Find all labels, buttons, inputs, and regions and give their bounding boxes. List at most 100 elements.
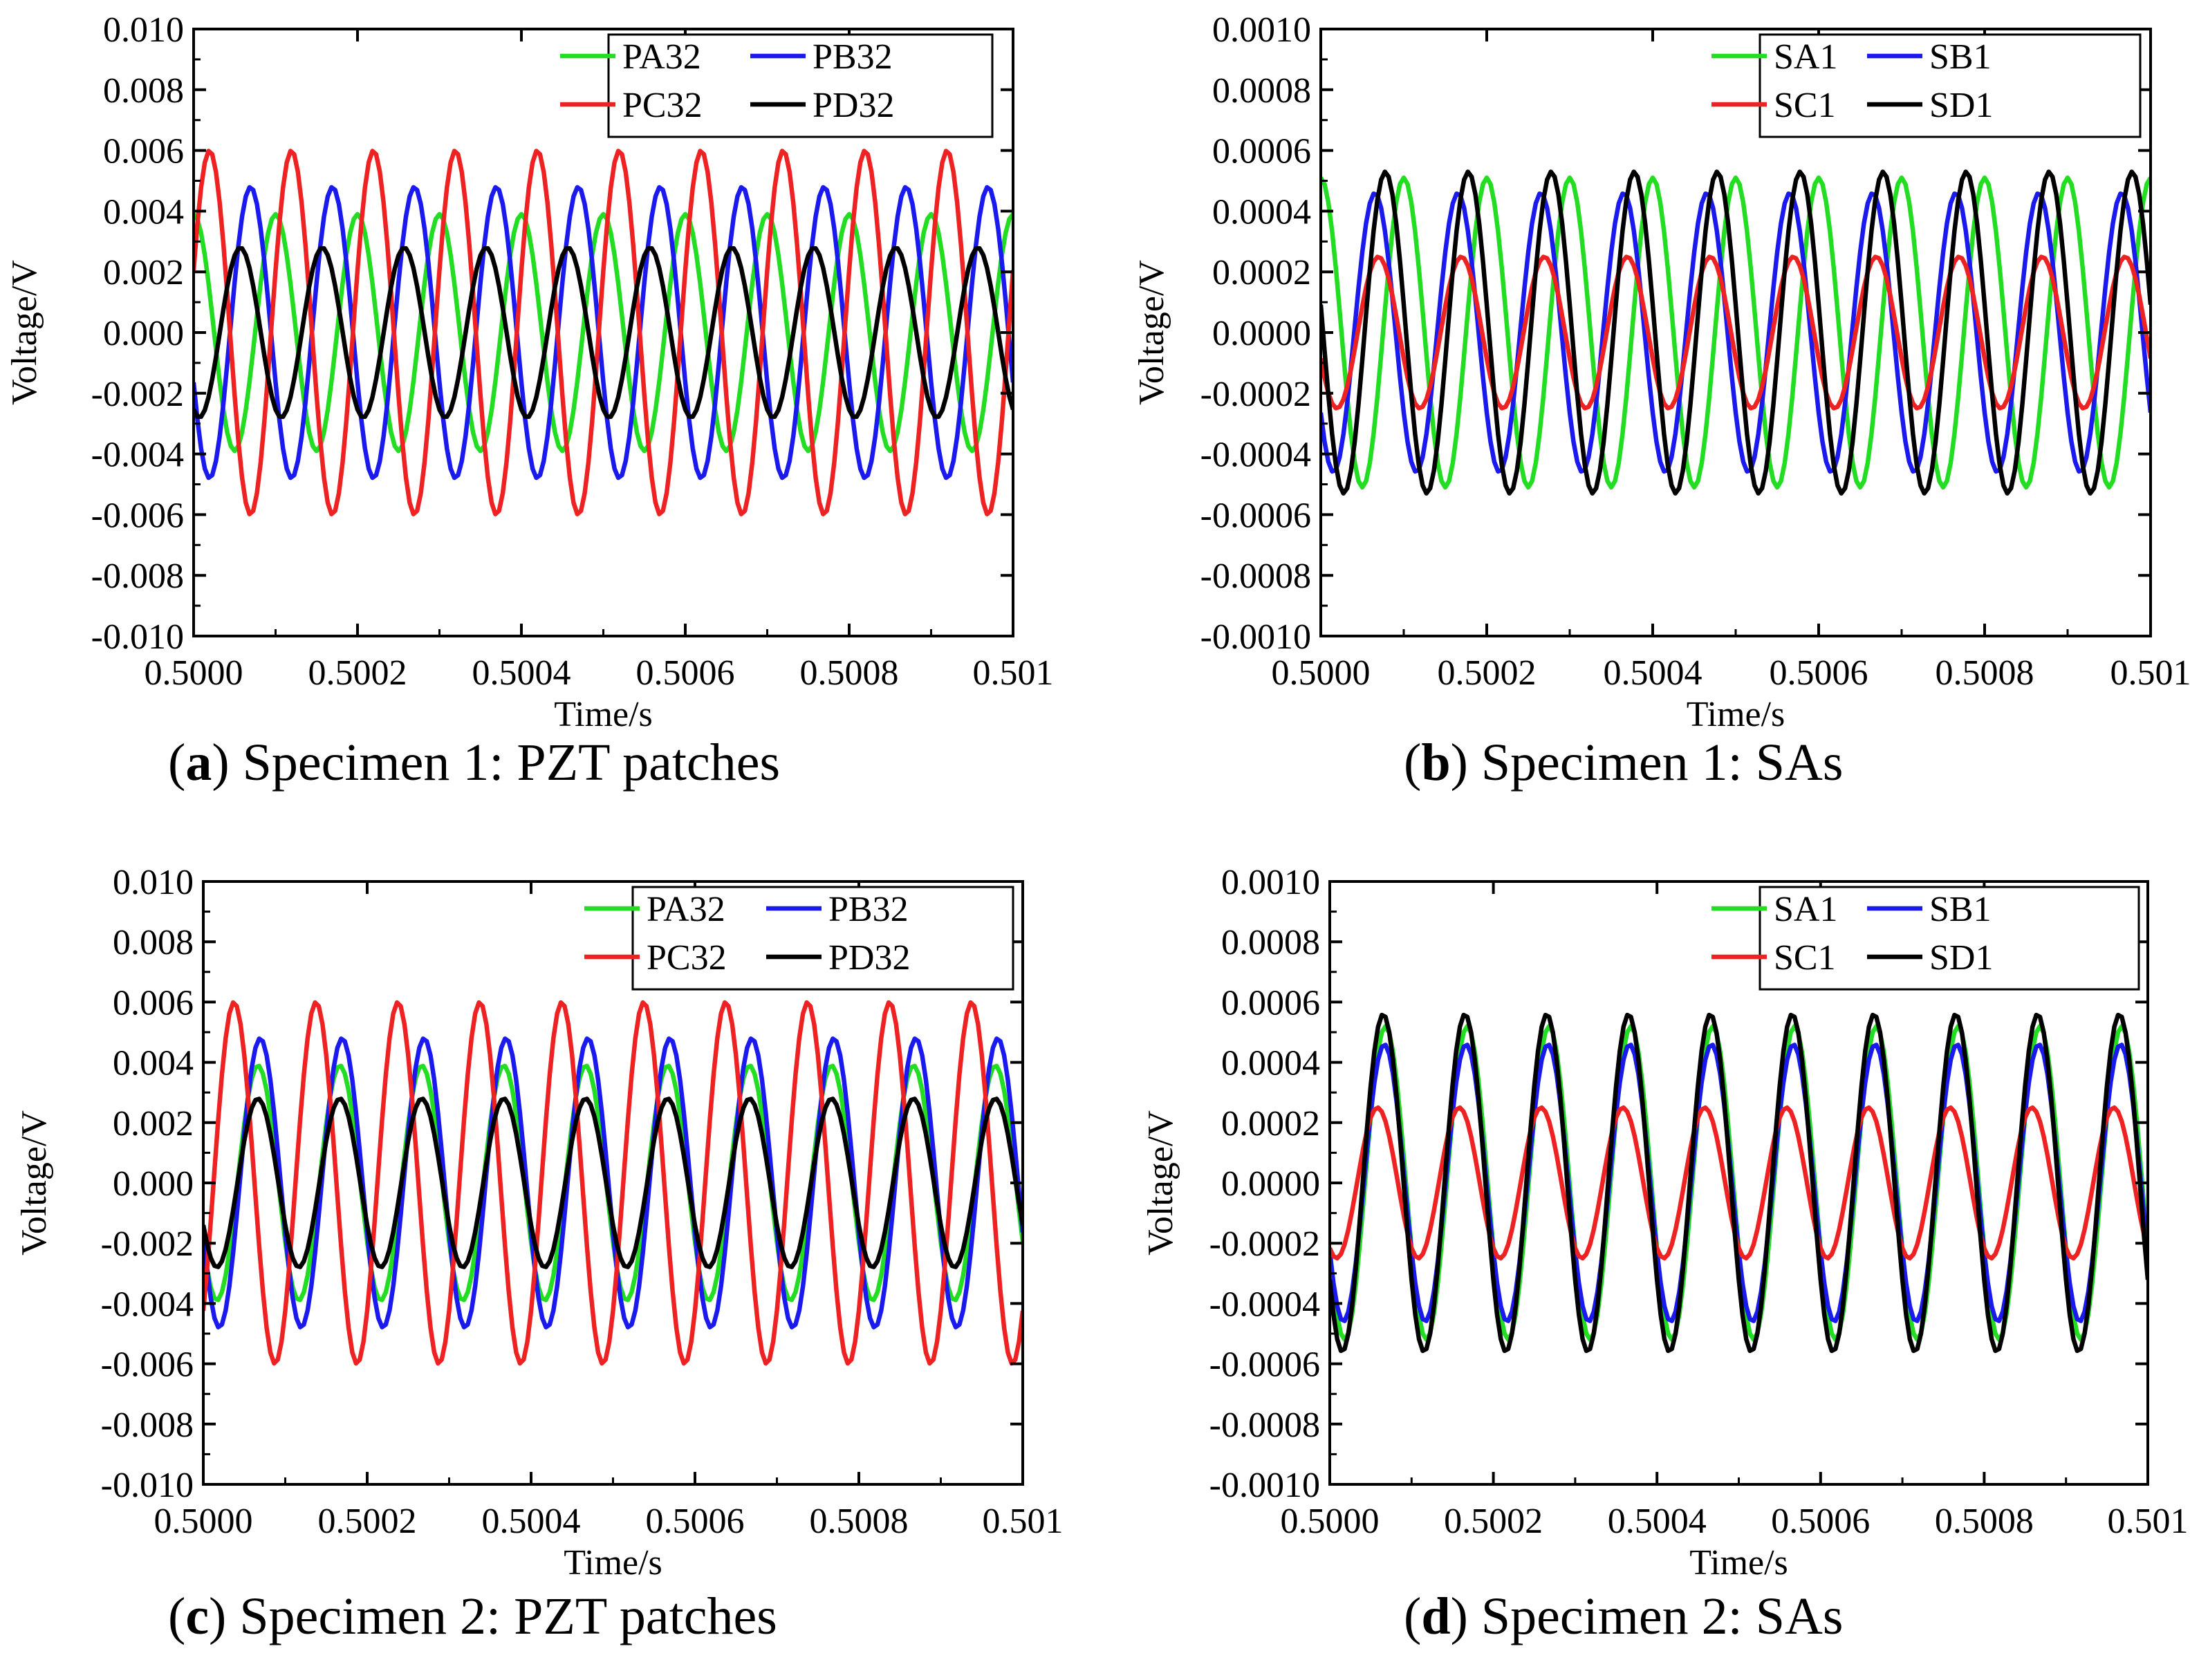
y-tick-label: -0.0010	[1209, 1466, 1320, 1505]
series-line-pb32	[194, 185, 1013, 480]
legend-label-pb32: PB32	[828, 890, 909, 929]
y-tick-label: 0.000	[113, 1164, 194, 1204]
series-line-sd1	[1321, 169, 2151, 496]
y-tick-label: 0.002	[103, 253, 184, 292]
y-tick-label: -0.0004	[1200, 436, 1311, 475]
y-tick-label: 0.0006	[1221, 983, 1320, 1023]
caption-letter: d	[1421, 1587, 1450, 1645]
y-tick-label: 0.0004	[1221, 1044, 1320, 1083]
y-tick-label: -0.004	[101, 1285, 194, 1324]
series-line-sd1	[1330, 1012, 2148, 1354]
panel-caption: (d) Specimen 2: SAs	[1404, 1587, 1843, 1645]
x-tick-label: 0.5004	[1604, 653, 1702, 693]
y-tick-label: -0.004	[91, 436, 184, 475]
y-tick-label: 0.0010	[1221, 863, 1320, 902]
legend-label-sd1: SD1	[1929, 86, 1993, 125]
caption-close-paren: )	[1451, 734, 1481, 792]
y-tick-label: -0.010	[91, 617, 184, 657]
legend-label-pc32: PC32	[647, 938, 727, 978]
y-tick-label: -0.0004	[1209, 1285, 1320, 1324]
y-tick-label: 0.0000	[1221, 1164, 1320, 1204]
caption-open-paren: (	[168, 734, 185, 792]
legend-box	[1759, 886, 2140, 991]
y-tick-label: -0.0002	[1209, 1224, 1320, 1264]
series-line-pc32	[203, 1000, 1023, 1366]
legend-label-pb32: PB32	[813, 37, 893, 77]
legend-label-sd1: SD1	[1929, 938, 1993, 978]
y-tick-label: -0.008	[101, 1406, 194, 1445]
legend-label-pa32: PA32	[622, 37, 701, 77]
y-tick-label: 0.0002	[1212, 253, 1311, 292]
x-tick-label: 0.501	[2110, 653, 2190, 693]
legend-label-pa32: PA32	[647, 890, 725, 929]
y-tick-label: 0.004	[103, 192, 184, 232]
panel-caption: (a) Specimen 1: PZT patches	[168, 734, 780, 792]
panel-caption: (c) Specimen 2: PZT patches	[168, 1587, 777, 1645]
series-line-pc32	[194, 149, 1013, 516]
legend-box	[1759, 33, 2142, 138]
caption-open-paren: (	[1404, 734, 1421, 792]
series-line-sc1	[1330, 1105, 2148, 1261]
legend-box	[607, 33, 994, 138]
caption-close-paren: )	[212, 734, 242, 792]
caption-letter: a	[185, 734, 212, 792]
x-tick-label: 0.5006	[646, 1502, 745, 1541]
y-tick-label: 0.0000	[1212, 314, 1311, 353]
y-tick-label: -0.0002	[1200, 375, 1311, 414]
x-tick-label: 0.5004	[1608, 1502, 1707, 1541]
legend-box	[631, 886, 1014, 991]
chart-panel-a: -0.010 -0.008 -0.006 -0.004 -0.002 0.000 0.002…	[5, 10, 1054, 792]
x-tick-label: 0.5000	[154, 1502, 253, 1541]
caption-text: Specimen 1: SAs	[1481, 734, 1844, 792]
y-axis-label: Voltage/V	[1132, 260, 1171, 405]
y-tick-label: -0.0006	[1209, 1345, 1320, 1385]
series-line-sb1	[1321, 191, 2151, 474]
caption-close-paren: )	[1451, 1587, 1481, 1645]
x-tick-label: 0.5000	[1281, 1502, 1380, 1541]
x-tick-label: 0.5006	[636, 653, 735, 693]
y-tick-label: 0.008	[113, 923, 194, 962]
x-axis-label: Time/s	[554, 695, 653, 734]
legend-label-sa1: SA1	[1774, 890, 1837, 929]
caption-open-paren: (	[1404, 1587, 1421, 1645]
series-line-pb32	[203, 1036, 1023, 1329]
chart-panel-c: -0.010 -0.008 -0.006 -0.004 -0.002 0.000 0.002…	[15, 863, 1064, 1645]
legend-label-sc1: SC1	[1774, 86, 1836, 125]
series-line-pa32	[194, 212, 1013, 454]
y-tick-label: -0.002	[91, 375, 184, 414]
legend-label-pc32: PC32	[622, 86, 703, 125]
x-tick-label: 0.5008	[1935, 1502, 2034, 1541]
chart-panel-d: -0.0010 -0.0008 -0.0006 -0.0004 -0.0002 0.000…	[1141, 863, 2189, 1645]
y-tick-label: 0.0008	[1221, 923, 1320, 962]
x-tick-label: 0.5008	[800, 653, 899, 693]
legend-label-sa1: SA1	[1774, 37, 1837, 77]
x-axis-label: Time/s	[1687, 695, 1785, 734]
y-tick-label: -0.002	[101, 1224, 194, 1264]
y-tick-label: 0.0004	[1212, 192, 1311, 232]
x-tick-label: 0.501	[983, 1502, 1064, 1541]
x-axis-label: Time/s	[1689, 1543, 1788, 1583]
x-axis-label: Time/s	[564, 1543, 662, 1583]
x-tick-label: 0.5006	[1771, 1502, 1870, 1541]
legend-label-sc1: SC1	[1774, 938, 1836, 978]
series-line-pd32	[194, 245, 1013, 420]
caption-text: Specimen 2: PZT patches	[239, 1587, 777, 1645]
y-tick-label: 0.0002	[1221, 1104, 1320, 1144]
legend-label-pd32: PD32	[813, 86, 894, 125]
y-axis-label: Voltage/V	[1141, 1110, 1180, 1256]
caption-close-paren: )	[209, 1587, 239, 1645]
x-tick-label: 0.5004	[482, 1502, 581, 1541]
x-tick-label: 0.5000	[1272, 653, 1371, 693]
series-line-pd32	[203, 1096, 1023, 1269]
y-tick-label: -0.0006	[1200, 496, 1311, 535]
series-line-pa32	[203, 1063, 1023, 1303]
y-tick-label: -0.0008	[1209, 1406, 1320, 1445]
legend-label-sb1: SB1	[1929, 37, 1992, 77]
x-tick-label: 0.5002	[1444, 1502, 1543, 1541]
y-tick-label: -0.008	[91, 557, 184, 596]
x-tick-label: 0.5008	[810, 1502, 909, 1541]
x-tick-label: 0.5002	[308, 653, 407, 693]
y-tick-label: -0.006	[91, 496, 184, 535]
y-tick-label: 0.008	[103, 71, 184, 111]
